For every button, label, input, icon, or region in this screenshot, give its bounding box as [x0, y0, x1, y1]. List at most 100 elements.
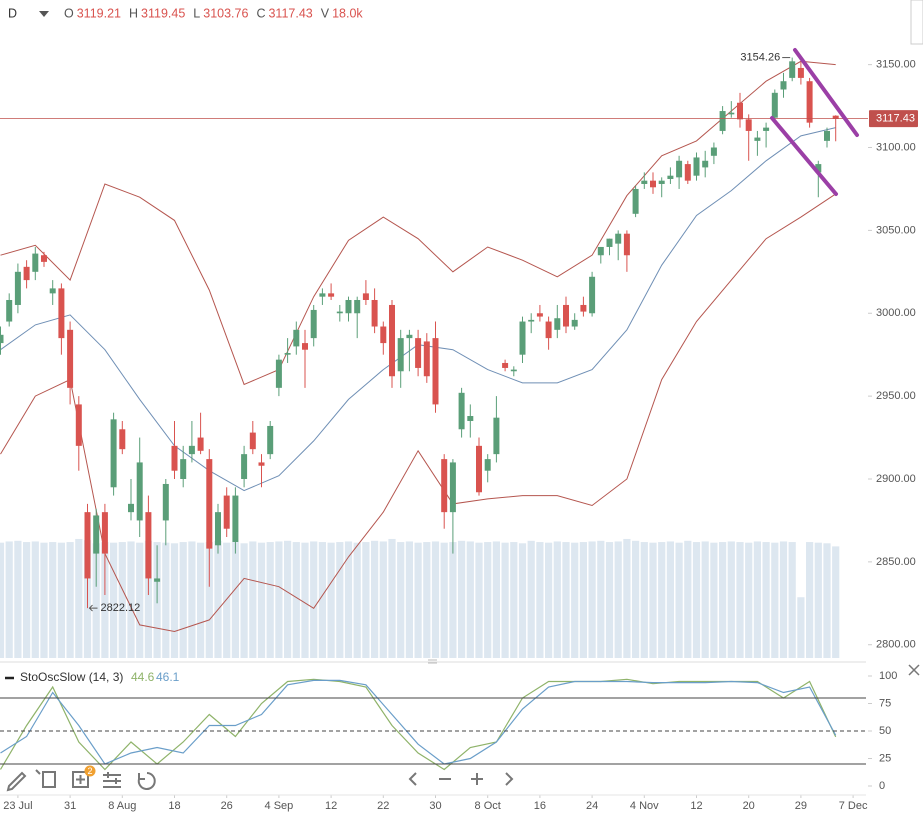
candle-body [710, 147, 717, 156]
x-tick-label: 8 Oct [475, 800, 501, 812]
header-label: L [193, 6, 200, 20]
volume-bar [806, 542, 814, 658]
candle-body [232, 495, 239, 542]
candle-body [476, 445, 482, 493]
trend-line[interactable] [770, 116, 838, 196]
zoom-in[interactable] [471, 773, 483, 785]
volume-bar [536, 542, 544, 658]
x-tick-label: 8 Aug [108, 800, 136, 812]
volume-bar [458, 540, 466, 658]
candle-body [536, 313, 543, 317]
doc-icon[interactable] [42, 771, 56, 788]
header-value: 3103.76 [203, 6, 248, 20]
volume-bar [692, 542, 701, 658]
candle-body [389, 304, 395, 377]
x-tick-label: 26 [221, 800, 233, 812]
settings-icon[interactable] [103, 772, 121, 788]
low-pointer [88, 604, 98, 612]
volume-bar [675, 542, 683, 658]
header-label: H [129, 6, 138, 20]
candle-body [606, 238, 613, 247]
candle-body [519, 321, 526, 355]
volume-bar [118, 542, 126, 658]
candle-body [23, 266, 30, 281]
add-indicator-icon[interactable] [72, 771, 89, 788]
header-value: 3119.45 [141, 6, 185, 20]
volume-bar [371, 540, 379, 658]
volume-bar [571, 542, 579, 658]
volume-bar [292, 542, 300, 658]
volume-bar [362, 542, 370, 658]
scroll-left[interactable] [408, 772, 417, 786]
candle-body [441, 459, 448, 513]
volume-layer [0, 538, 840, 658]
candle-body [571, 319, 578, 327]
volume-bar [379, 541, 387, 658]
scroll-right[interactable] [505, 772, 514, 786]
side-tab[interactable] [910, 0, 923, 45]
interval[interactable]: D [8, 6, 17, 20]
volume-bar [510, 542, 518, 658]
candle-body [458, 392, 465, 430]
volume-bar [301, 542, 309, 658]
volume-bar [788, 542, 796, 658]
volume-bar [632, 540, 640, 658]
volume-bar [431, 541, 440, 658]
candle-body [449, 462, 456, 513]
volume-bar [727, 541, 735, 658]
close-icon[interactable] [908, 664, 920, 676]
badge-text: 2 [87, 766, 92, 776]
candle-body [771, 92, 778, 118]
candle-body [623, 233, 630, 256]
volume-bar [188, 541, 196, 658]
candle-body [493, 417, 500, 455]
volume-bar [832, 546, 840, 658]
pencil-icon[interactable] [6, 771, 27, 792]
x-tick-label: 22 [377, 800, 389, 812]
x-tick-label: 18 [168, 800, 180, 812]
candle-body [14, 271, 21, 305]
axes-layer: 2800.00 2850.00 2900.00 2950.00 3000.00 3050.… [0, 51, 918, 812]
candle-body [171, 445, 178, 471]
candle-body [84, 512, 91, 579]
y-tick-label: 2950.00 [876, 390, 916, 402]
toolbar [6, 769, 514, 792]
volume-bar [405, 541, 413, 658]
volume-bar [231, 542, 239, 658]
x-tick-label: 29 [795, 800, 807, 812]
candle-body [328, 293, 335, 297]
volume-bar [353, 542, 361, 658]
y-tick-label: 3000.00 [876, 307, 916, 319]
candle-body [206, 459, 213, 549]
candle-body [832, 115, 839, 119]
x-tick-label: 4 Sep [265, 800, 294, 812]
volume-bar [327, 542, 335, 658]
candle-body [589, 276, 596, 314]
volume-bar [719, 542, 727, 658]
badge [84, 765, 96, 777]
trend-line[interactable] [793, 48, 859, 137]
volume-bar [736, 542, 744, 658]
volume-bar [179, 542, 187, 658]
candle-body [728, 112, 735, 115]
dropdown-icon[interactable] [39, 11, 49, 17]
volume-bar [257, 542, 266, 658]
volume-bar [501, 542, 509, 658]
volume-bar [5, 541, 13, 658]
candle-body [684, 164, 691, 181]
reset-icon[interactable] [137, 772, 156, 790]
candle-body [745, 119, 752, 131]
volume-bar [623, 538, 631, 658]
candle-body [336, 311, 343, 314]
x-tick-label: 12 [690, 800, 702, 812]
high-annotation: 3154.26 [740, 51, 780, 63]
candle-body [763, 127, 770, 131]
volume-bar [440, 542, 448, 658]
stoch-tick-label: 100 [879, 670, 897, 682]
volume-bar [397, 542, 405, 658]
volume-bar [223, 542, 231, 658]
volume-bar [344, 541, 353, 658]
candle-body [136, 462, 143, 521]
volume-bar [449, 542, 457, 658]
